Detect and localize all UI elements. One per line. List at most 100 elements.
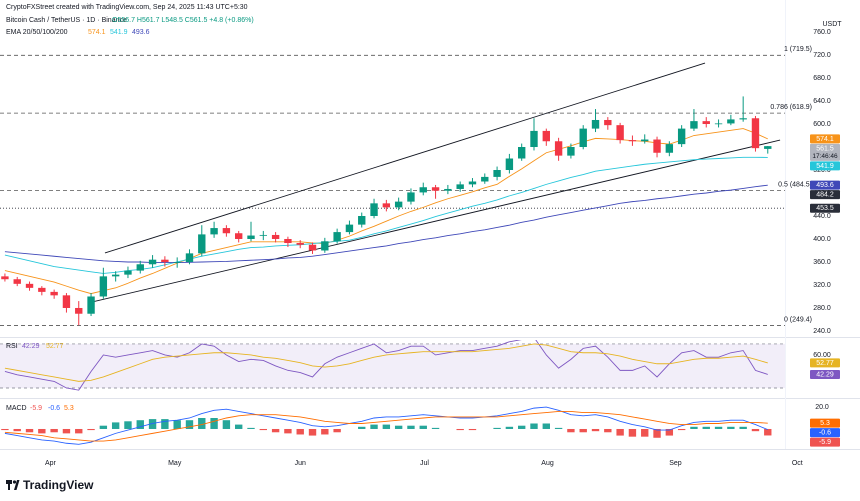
candle-body [579, 128, 587, 148]
level-label: 0.5 (484.5) [778, 181, 812, 188]
candle-body [567, 147, 575, 156]
candle-body [161, 259, 169, 262]
candle-body [321, 241, 329, 251]
histogram-bar [271, 428, 280, 433]
price-label: 5.3 [820, 420, 830, 427]
histogram-bar [591, 428, 600, 432]
candle-body [308, 244, 317, 251]
candle-body [518, 147, 526, 159]
y-tick-label: 720.0 [813, 52, 831, 59]
plot-area [1, 406, 772, 445]
candle-body [38, 287, 46, 292]
candle-body [87, 296, 95, 314]
candle-body [764, 146, 772, 149]
y-tick-label: 440.0 [813, 213, 831, 220]
price-label: 541.9 [816, 163, 834, 170]
indicator-value: 493.6 [132, 29, 150, 36]
candle-body [247, 235, 255, 239]
candle-body [111, 274, 120, 277]
candle-body [505, 158, 514, 171]
candle-body [677, 128, 686, 145]
price-label: 561.5 [816, 145, 834, 152]
candle-body [148, 259, 157, 265]
y-tick-label: 760.0 [813, 29, 831, 36]
candle-body [554, 141, 563, 156]
price-label-box [810, 180, 840, 190]
histogram-bar [690, 426, 698, 429]
candle-body [616, 125, 624, 141]
price-label-box [810, 358, 840, 368]
histogram-bar [124, 421, 132, 429]
histogram-bar [111, 422, 120, 429]
histogram-bar [431, 427, 440, 429]
price-label-box [810, 418, 840, 428]
logo: TradingView [6, 478, 94, 492]
pane-name: MACD [6, 405, 27, 412]
histogram-bar [358, 426, 366, 429]
x-tick-label: Jun [295, 460, 306, 467]
price-label-box [810, 134, 840, 144]
logo-text: TradingView [23, 478, 94, 492]
candle-body [370, 203, 378, 216]
price-label-box [810, 161, 840, 171]
histogram-bar [530, 423, 538, 429]
histogram-bar [50, 428, 58, 433]
histogram-bar [333, 428, 341, 433]
candle-body [62, 295, 71, 308]
histogram-bar [13, 428, 21, 432]
symbol: Bitcoin Cash / TetherUS · 1D · Binance [6, 17, 127, 24]
histogram-bar [456, 428, 464, 431]
histogram-bar [677, 428, 686, 431]
candle-body [333, 232, 341, 242]
indicator-value: 52.77 [46, 343, 64, 350]
candle-body [702, 121, 710, 125]
x-tick-label: Oct [792, 460, 803, 467]
x-tick-label: Aug [541, 460, 554, 467]
level-label: 0 (249.4) [784, 316, 812, 323]
price-label-box [810, 143, 840, 161]
price-label: -0.6 [819, 430, 831, 437]
candle-body [296, 243, 304, 245]
price-label-box [810, 369, 840, 379]
histogram-bar [419, 425, 427, 429]
histogram-bar [1, 428, 9, 431]
candle-body [124, 270, 132, 275]
histogram-bar [173, 420, 181, 429]
plot-area [0, 54, 785, 326]
candle-body [653, 139, 661, 153]
level-label: 1 (719.5) [784, 46, 812, 53]
trend-line [104, 62, 706, 254]
logo-icon [6, 480, 12, 484]
histogram-bar [308, 428, 317, 436]
candle-body [665, 144, 674, 153]
candle-body [271, 234, 280, 239]
histogram-bar [739, 426, 747, 429]
histogram-bar [185, 420, 194, 429]
histogram-bar [161, 419, 169, 429]
indicator-value: 42.29 [22, 343, 40, 350]
candle-body [530, 130, 538, 148]
logo-icon [14, 480, 20, 490]
histogram-bar [567, 428, 575, 433]
histogram-bar [554, 427, 563, 429]
indicator-value: 574.1 [88, 29, 106, 36]
candle-body [1, 276, 9, 280]
indicator-line [4, 156, 768, 274]
histogram-bar [87, 428, 95, 431]
ohlc: O556.7 H561.7 L548.5 C561.5 +4.8 (+0.86%… [112, 17, 254, 24]
histogram-bar [505, 426, 514, 429]
price-label-box [810, 437, 840, 447]
unit: USDT [822, 21, 842, 28]
candle-body [727, 119, 735, 124]
candle-body [382, 203, 391, 208]
histogram-bar [259, 428, 267, 431]
y-tick-label: 20.0 [815, 404, 829, 411]
histogram-bar [751, 428, 760, 432]
logo-icon [12, 480, 17, 484]
candle-body [136, 264, 144, 271]
histogram-bar [370, 424, 378, 429]
level-label: 0.786 (618.9) [770, 104, 812, 111]
price-label: 574.1 [816, 136, 834, 143]
